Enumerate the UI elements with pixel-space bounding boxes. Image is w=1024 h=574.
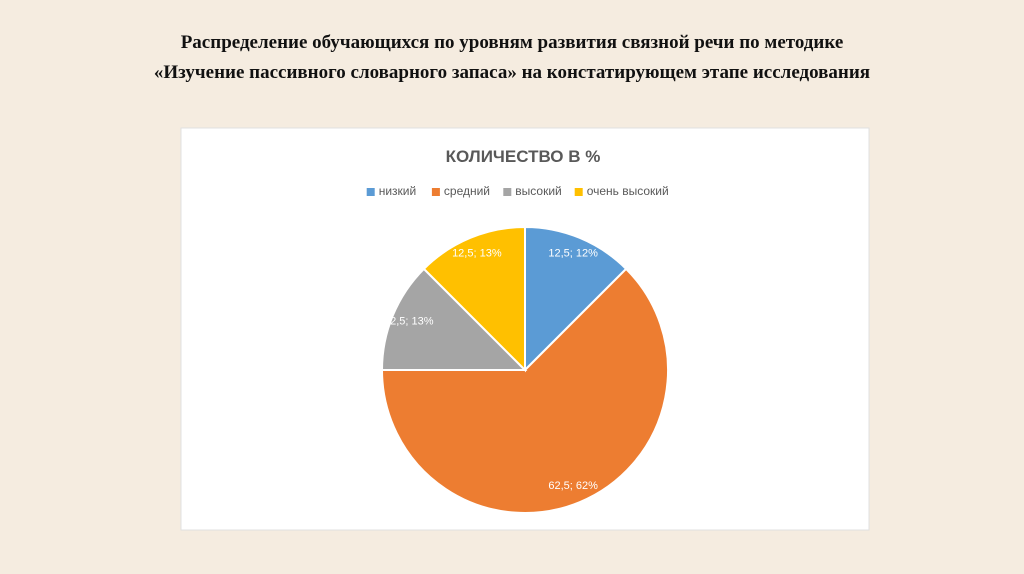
- data-label: 62,5; 62%: [548, 480, 598, 492]
- data-label: 12,5; 13%: [384, 316, 434, 328]
- data-label: 12,5; 12%: [548, 248, 598, 260]
- legend-swatch: [574, 188, 583, 196]
- pie-slice: [380, 267, 669, 514]
- pie-slice: [524, 225, 628, 373]
- legend-swatch: [503, 188, 512, 196]
- slide-title: «Изучение пассивного словарного запаса» …: [154, 62, 870, 83]
- chart-title: КОЛИЧЕСТВО В %: [446, 147, 601, 166]
- legend-swatch: [431, 188, 440, 196]
- legend-label: низкий: [379, 184, 417, 198]
- legend-swatch: [366, 188, 375, 196]
- pie-slice: [422, 225, 526, 373]
- pie-slice: [380, 267, 528, 371]
- legend-label: очень высокий: [587, 184, 669, 198]
- slide-title: Распределение обучающихся по уровням раз…: [181, 32, 844, 53]
- data-label: 12,5; 13%: [452, 248, 502, 260]
- legend-label: средний: [444, 184, 490, 198]
- legend-label: высокий: [515, 184, 561, 198]
